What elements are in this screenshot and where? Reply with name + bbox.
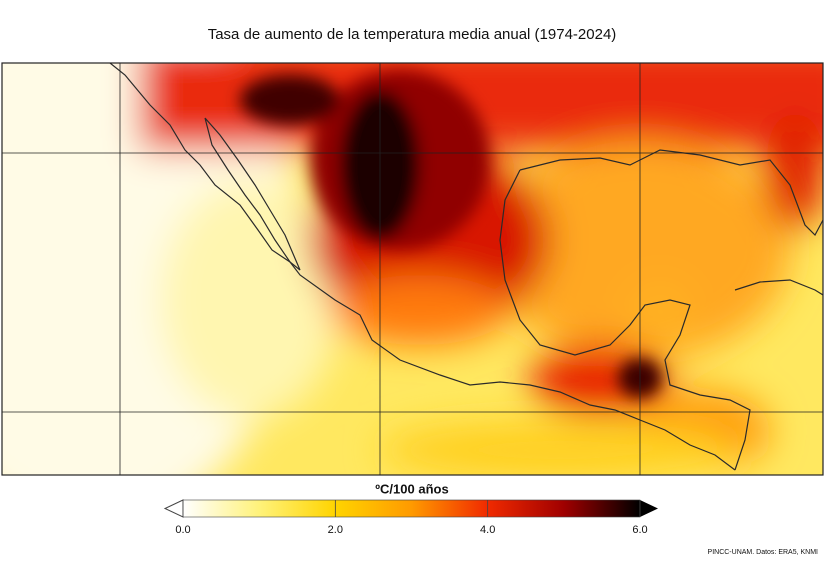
colorbar-label: ºC/100 años — [375, 481, 448, 496]
colorbar-tick-label: 4.0 — [480, 524, 495, 536]
colorbar: 0.0 2.0 4.0 6.0 — [163, 499, 658, 536]
title: Tasa de aumento de la temperatura media … — [208, 26, 617, 43]
credit: PINCC-UNAM. Datos: ERA5, KNMI — [708, 549, 819, 556]
colorbar-low-arrow — [163, 499, 184, 518]
colorbar-high-arrow — [640, 500, 658, 517]
colorbar-tick-label: 2.0 — [328, 524, 343, 536]
map-frame — [1, 62, 824, 476]
cuba — [734, 279, 823, 296]
gulf-south-coast — [499, 169, 751, 471]
colorbar-ramp — [182, 499, 641, 518]
colorbar-tick-label: 6.0 — [632, 524, 647, 536]
map — [2, 63, 823, 475]
gulf-north-coast — [519, 149, 823, 236]
colorbar-tick-label: 0.0 — [175, 524, 190, 536]
baja-california — [204, 117, 301, 271]
pacific-coast — [109, 63, 736, 471]
coastlines — [109, 63, 823, 471]
graticule — [2, 63, 823, 475]
